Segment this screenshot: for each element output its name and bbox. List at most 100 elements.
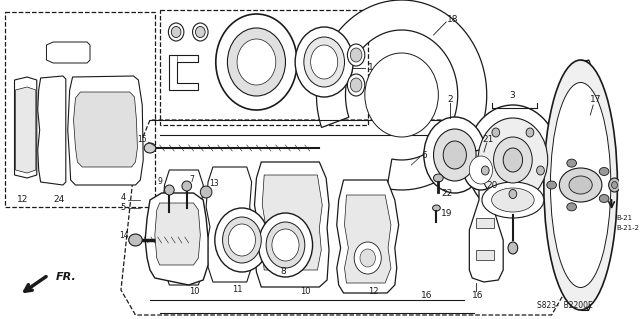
Ellipse shape (482, 182, 544, 218)
Ellipse shape (526, 128, 534, 137)
Bar (159, 10, 368, 125)
Bar (476, 218, 493, 228)
Ellipse shape (469, 156, 493, 184)
Ellipse shape (503, 148, 522, 172)
Ellipse shape (350, 78, 362, 92)
Text: 10: 10 (300, 287, 310, 296)
Ellipse shape (216, 14, 297, 110)
Text: B-21: B-21 (616, 215, 632, 221)
Bar (476, 250, 493, 260)
Text: 7: 7 (189, 175, 195, 184)
Text: 6: 6 (421, 151, 427, 160)
Polygon shape (469, 175, 503, 282)
Ellipse shape (272, 229, 299, 261)
Ellipse shape (223, 217, 261, 263)
Ellipse shape (478, 118, 548, 202)
Ellipse shape (493, 137, 532, 183)
Ellipse shape (599, 167, 609, 175)
Text: 24: 24 (53, 196, 65, 204)
Polygon shape (145, 193, 208, 285)
Text: 10: 10 (189, 287, 199, 296)
Text: 12: 12 (17, 196, 29, 204)
Polygon shape (255, 162, 329, 287)
Bar (5, 12, 155, 207)
Ellipse shape (559, 168, 602, 202)
Text: S823-  B2200E: S823- B2200E (537, 300, 593, 309)
Ellipse shape (237, 39, 276, 85)
Ellipse shape (547, 181, 556, 189)
Ellipse shape (228, 224, 255, 256)
Ellipse shape (215, 208, 269, 272)
Ellipse shape (172, 26, 181, 38)
Ellipse shape (348, 44, 365, 66)
Ellipse shape (266, 222, 305, 268)
Ellipse shape (463, 150, 499, 190)
Ellipse shape (444, 141, 467, 169)
Ellipse shape (567, 159, 577, 167)
Ellipse shape (360, 249, 376, 267)
Ellipse shape (612, 182, 618, 189)
Ellipse shape (200, 186, 212, 198)
Text: 11: 11 (232, 286, 243, 294)
Ellipse shape (348, 74, 365, 96)
Text: FR.: FR. (56, 272, 77, 282)
Text: 18: 18 (447, 16, 459, 25)
Polygon shape (38, 76, 66, 185)
Ellipse shape (310, 45, 338, 79)
Ellipse shape (550, 83, 611, 287)
Ellipse shape (424, 117, 486, 193)
Text: 21: 21 (482, 136, 493, 145)
Ellipse shape (304, 37, 344, 87)
Text: 17: 17 (590, 95, 602, 105)
Text: 12: 12 (368, 287, 378, 296)
Text: 4: 4 (120, 194, 126, 203)
Polygon shape (337, 180, 399, 293)
Ellipse shape (144, 143, 156, 153)
Text: 15: 15 (138, 136, 147, 145)
Text: 8: 8 (280, 268, 286, 277)
Ellipse shape (599, 195, 609, 203)
Ellipse shape (492, 188, 534, 212)
Ellipse shape (580, 60, 596, 310)
Ellipse shape (433, 129, 476, 181)
Polygon shape (163, 170, 205, 285)
Ellipse shape (259, 213, 312, 277)
Polygon shape (206, 167, 253, 282)
Polygon shape (262, 175, 323, 270)
Text: 16: 16 (421, 291, 433, 300)
Text: 1: 1 (368, 63, 374, 72)
Ellipse shape (193, 23, 208, 41)
Ellipse shape (365, 53, 438, 137)
Ellipse shape (168, 23, 184, 41)
Ellipse shape (481, 166, 489, 175)
Polygon shape (47, 42, 90, 63)
Ellipse shape (536, 166, 545, 175)
Text: 20: 20 (487, 181, 498, 189)
Polygon shape (344, 195, 391, 283)
Text: 2: 2 (447, 95, 452, 105)
Polygon shape (74, 92, 138, 167)
Text: 14: 14 (119, 231, 129, 240)
Ellipse shape (567, 203, 577, 211)
Ellipse shape (509, 189, 516, 198)
Ellipse shape (164, 185, 174, 195)
Polygon shape (15, 77, 36, 178)
Text: 19: 19 (441, 209, 452, 218)
Text: 16: 16 (472, 291, 484, 300)
Polygon shape (15, 87, 36, 173)
Ellipse shape (569, 176, 592, 194)
Ellipse shape (195, 26, 205, 38)
Ellipse shape (609, 178, 620, 192)
Text: B-21-2: B-21-2 (616, 225, 639, 231)
Ellipse shape (295, 27, 353, 97)
Polygon shape (155, 203, 200, 265)
Text: 22: 22 (441, 189, 452, 197)
Ellipse shape (508, 242, 518, 254)
Ellipse shape (433, 174, 444, 182)
Ellipse shape (129, 234, 142, 246)
Ellipse shape (544, 60, 618, 310)
Ellipse shape (467, 105, 559, 215)
Polygon shape (68, 76, 143, 185)
Text: 5: 5 (120, 204, 126, 212)
Ellipse shape (182, 181, 191, 191)
